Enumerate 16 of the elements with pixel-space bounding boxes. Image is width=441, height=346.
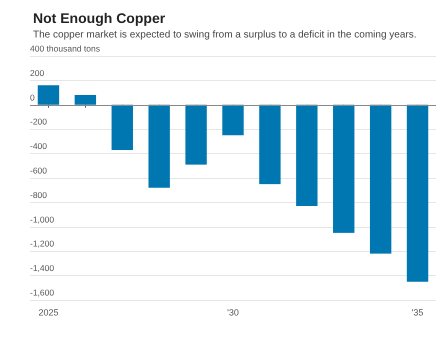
y-tick-label: 400 thousand tons [30, 44, 100, 54]
y-tick-label: 0 [30, 92, 35, 102]
x-tick-label: 2025 [38, 308, 58, 318]
y-tick-label: -400 [30, 141, 48, 152]
x-tick-label: '35 [412, 308, 424, 318]
y-tick-label: -1,400 [30, 263, 54, 274]
chart-subtitle: The copper market is expected to swing from a surplus to a deficit in the coming years. [33, 30, 417, 40]
chart-title: Not Enough Copper [33, 10, 166, 26]
y-tick-label: -600 [30, 166, 48, 176]
y-tick-label: -1,000 [30, 214, 54, 224]
y-tick-label: 200 [30, 68, 44, 78]
x-tick-label: '30 [227, 308, 239, 318]
y-tick-label: -1,200 [30, 238, 54, 249]
y-tick-label: -200 [30, 116, 48, 127]
y-tick-label: -800 [30, 190, 48, 200]
y-tick-label: -1,600 [30, 288, 54, 298]
